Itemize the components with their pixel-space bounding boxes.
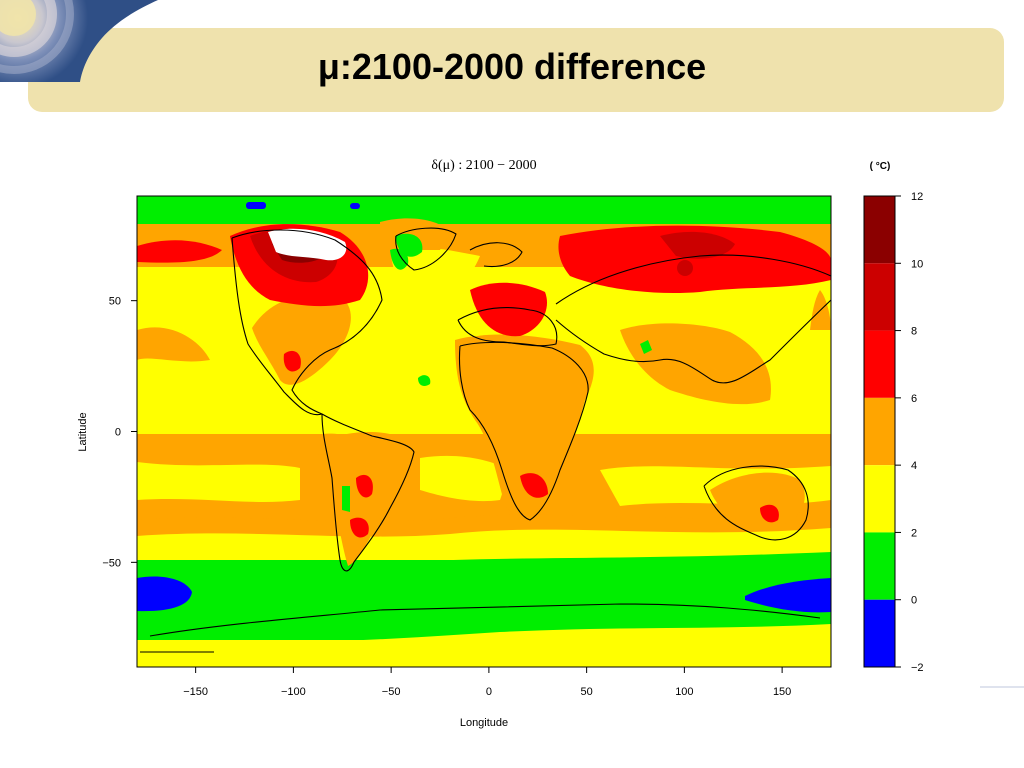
band-arctic: [137, 196, 831, 224]
y-tick-label: 50: [109, 296, 121, 308]
slide-title: μ:2100-2000 difference: [317, 46, 707, 87]
plot-title: δ(μ) : 2100 − 2000: [431, 158, 536, 173]
colorbar: 12 10 8 6 4 2 0 −2: [863, 191, 924, 674]
x-axis-label: Longitude: [460, 717, 508, 729]
colorbar-tick-label: 0: [911, 595, 917, 607]
x-tick-label: −50: [382, 686, 401, 698]
y-axis: 50 0 −50: [102, 296, 137, 569]
cold-patch-pacific: [137, 576, 192, 612]
colorbar-tick-label: 10: [911, 258, 923, 270]
colorbar-swatch: [864, 532, 895, 600]
heatmap-field: [137, 196, 831, 667]
colorbar-tick-label: 12: [911, 191, 923, 203]
colorbar-swatch: [864, 465, 895, 533]
divider-line: [980, 686, 1024, 688]
colorbar-tick-label: 2: [911, 527, 917, 539]
europe-hot: [470, 282, 548, 337]
colorbar-tick-label: 8: [911, 326, 917, 338]
x-tick-label: 0: [486, 686, 492, 698]
colorbar-swatch: [864, 397, 895, 466]
colorbar-tick-label: 6: [911, 393, 917, 405]
south-america-warm: [325, 432, 412, 566]
x-axis: −150 −100 −50 0 50 100 150: [183, 667, 791, 698]
colorbar-swatch: [864, 330, 895, 398]
eurasia-hot: [558, 225, 831, 294]
slide-header-decoration: [0, 0, 1004, 112]
x-tick-label: 50: [581, 686, 593, 698]
colorbar-swatch: [864, 263, 895, 331]
coastlines: [140, 227, 831, 653]
y-tick-label: −50: [102, 557, 121, 569]
colorbar-swatch: [864, 599, 895, 667]
colorbar-swatch: [864, 196, 895, 264]
africa-warm: [455, 334, 594, 516]
colorbar-frame: [863, 195, 896, 668]
colorbar-tick-label: 4: [911, 460, 917, 472]
x-tick-label: 150: [773, 686, 791, 698]
title-banner: [28, 28, 1004, 112]
colorbar-tick-label: −2: [911, 662, 924, 674]
x-tick-label: −100: [281, 686, 306, 698]
x-tick-label: −150: [183, 686, 208, 698]
x-tick-label: 100: [675, 686, 693, 698]
cold-patch-indian: [745, 578, 831, 613]
colorbar-unit: ( °C): [870, 161, 891, 172]
y-tick-label: 0: [115, 427, 121, 439]
australia-warm: [710, 472, 805, 527]
y-axis-label: Latitude: [77, 412, 89, 451]
